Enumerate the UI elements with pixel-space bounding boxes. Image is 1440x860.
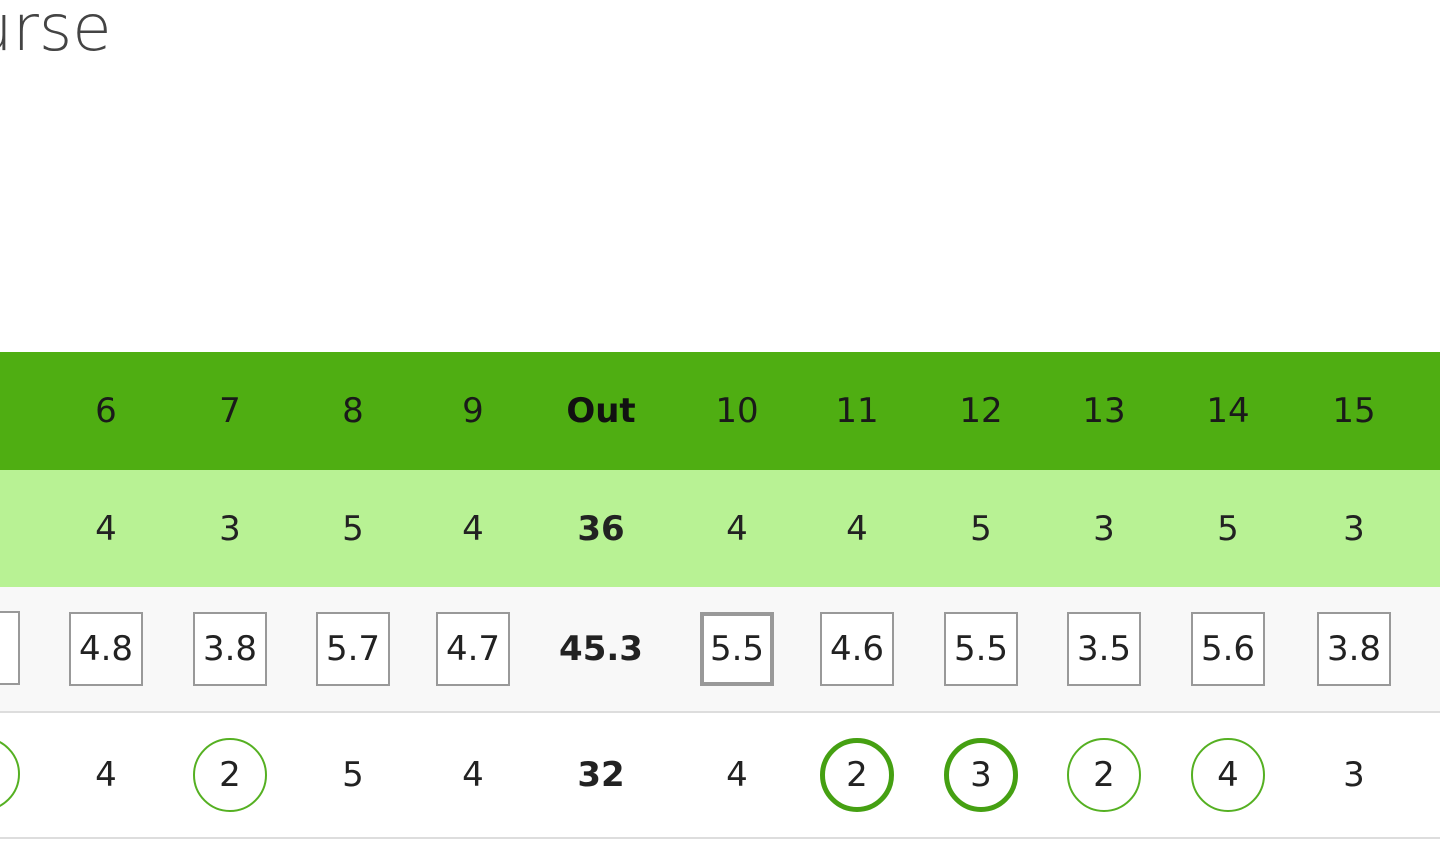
par-cell: 5 [921,470,1041,587]
hole-cell: 12 [921,352,1041,470]
score-cell: 3 [921,713,1041,837]
page-title: urse [0,0,112,66]
par-row: 4 3 5 4 36 4 4 5 3 5 3 [0,470,1440,587]
par-cell: 4 [797,470,917,587]
average-cell: 4.7 [413,587,533,711]
hole-value: Out [566,391,636,431]
hole-row: 6 7 8 9 Out 10 11 12 13 14 15 [0,352,1440,470]
score-cell: 4 [413,713,533,837]
hole-cell: 6 [46,352,166,470]
score-cell: 4 [46,713,166,837]
par-cell: 4 [413,470,533,587]
par-cell: 3 [170,470,290,587]
par-cell: 4 [46,470,166,587]
partial-box [0,611,20,685]
score-cell: 2 [170,713,290,837]
score-cell: 4 [1168,713,1288,837]
par-cell: 3 [1294,470,1414,587]
hole-cell: 15 [1294,352,1414,470]
average-value: 4.6 [820,612,894,686]
hole-value: 10 [715,391,759,431]
par-value: 5 [970,508,992,549]
average-value: 5.5 [700,612,774,686]
average-cell: 5.5 [921,587,1041,711]
score-cell: 2 [1044,713,1164,837]
score-value: 4 [726,755,748,795]
score-cell: 5 [293,713,413,837]
hole-cell: 14 [1168,352,1288,470]
hole-value: 15 [1332,391,1376,431]
average-cell: 4.8 [46,587,166,711]
average-row: 4.8 3.8 5.7 4.7 45.3 5.5 4.6 5.5 3.5 5.6 3.8 [0,587,1440,713]
score-value: 4 [462,755,484,795]
average-value: 45.3 [559,629,643,669]
hole-value: 14 [1206,391,1250,431]
hole-cell: Out [541,352,661,470]
hole-cell: 11 [797,352,917,470]
hole-cell: 10 [677,352,797,470]
average-cell: 3.5 [1044,587,1164,711]
par-cell: 36 [541,470,661,587]
score-value: 5 [342,755,364,795]
par-value: 4 [462,508,484,549]
average-value: 5.5 [944,612,1018,686]
par-value: 4 [95,508,117,549]
par-value: 3 [1343,508,1365,549]
hole-value: 13 [1082,391,1126,431]
par-value: 4 [846,508,868,549]
average-value: 5.7 [316,612,390,686]
score-value: 2 [820,738,894,812]
par-value: 4 [726,508,748,549]
par-cell: 5 [1168,470,1288,587]
par-cell: 5 [293,470,413,587]
score-cell: 32 [541,713,661,837]
average-cell: 5.5 [677,587,797,711]
average-cell: 5.7 [293,587,413,711]
partial-circle [0,737,20,811]
average-value: 5.6 [1191,612,1265,686]
average-cell: 4.6 [797,587,917,711]
par-cell: 4 [677,470,797,587]
score-value: 32 [577,755,625,795]
hole-value: 8 [342,391,364,431]
score-value: 3 [944,738,1018,812]
hole-value: 12 [959,391,1003,431]
hole-value: 7 [219,391,241,431]
average-value: 3.5 [1067,612,1141,686]
score-value: 4 [1191,738,1265,812]
score-value: 2 [1067,738,1141,812]
par-value: 36 [577,508,625,549]
average-cell: 3.8 [170,587,290,711]
par-value: 3 [1093,508,1115,549]
average-value: 4.7 [436,612,510,686]
score-value: 3 [1343,755,1365,795]
average-value: 3.8 [1317,612,1391,686]
score-value: 4 [95,755,117,795]
par-cell: 3 [1044,470,1164,587]
hole-cell: 13 [1044,352,1164,470]
hole-value: 11 [835,391,879,431]
average-value: 3.8 [193,612,267,686]
average-cell: 5.6 [1168,587,1288,711]
average-cell: 3.8 [1294,587,1414,711]
average-value: 4.8 [69,612,143,686]
par-value: 3 [219,508,241,549]
score-cell: 3 [1294,713,1414,837]
par-value: 5 [342,508,364,549]
hole-cell: 8 [293,352,413,470]
hole-value: 9 [462,391,484,431]
score-value: 2 [193,738,267,812]
score-row: 4 2 5 4 32 4 2 3 2 4 3 [0,713,1440,839]
hole-cell: 9 [413,352,533,470]
hole-value: 6 [95,391,117,431]
par-value: 5 [1217,508,1239,549]
average-cell: 45.3 [541,587,661,711]
hole-cell: 7 [170,352,290,470]
score-cell: 4 [677,713,797,837]
score-cell: 2 [797,713,917,837]
